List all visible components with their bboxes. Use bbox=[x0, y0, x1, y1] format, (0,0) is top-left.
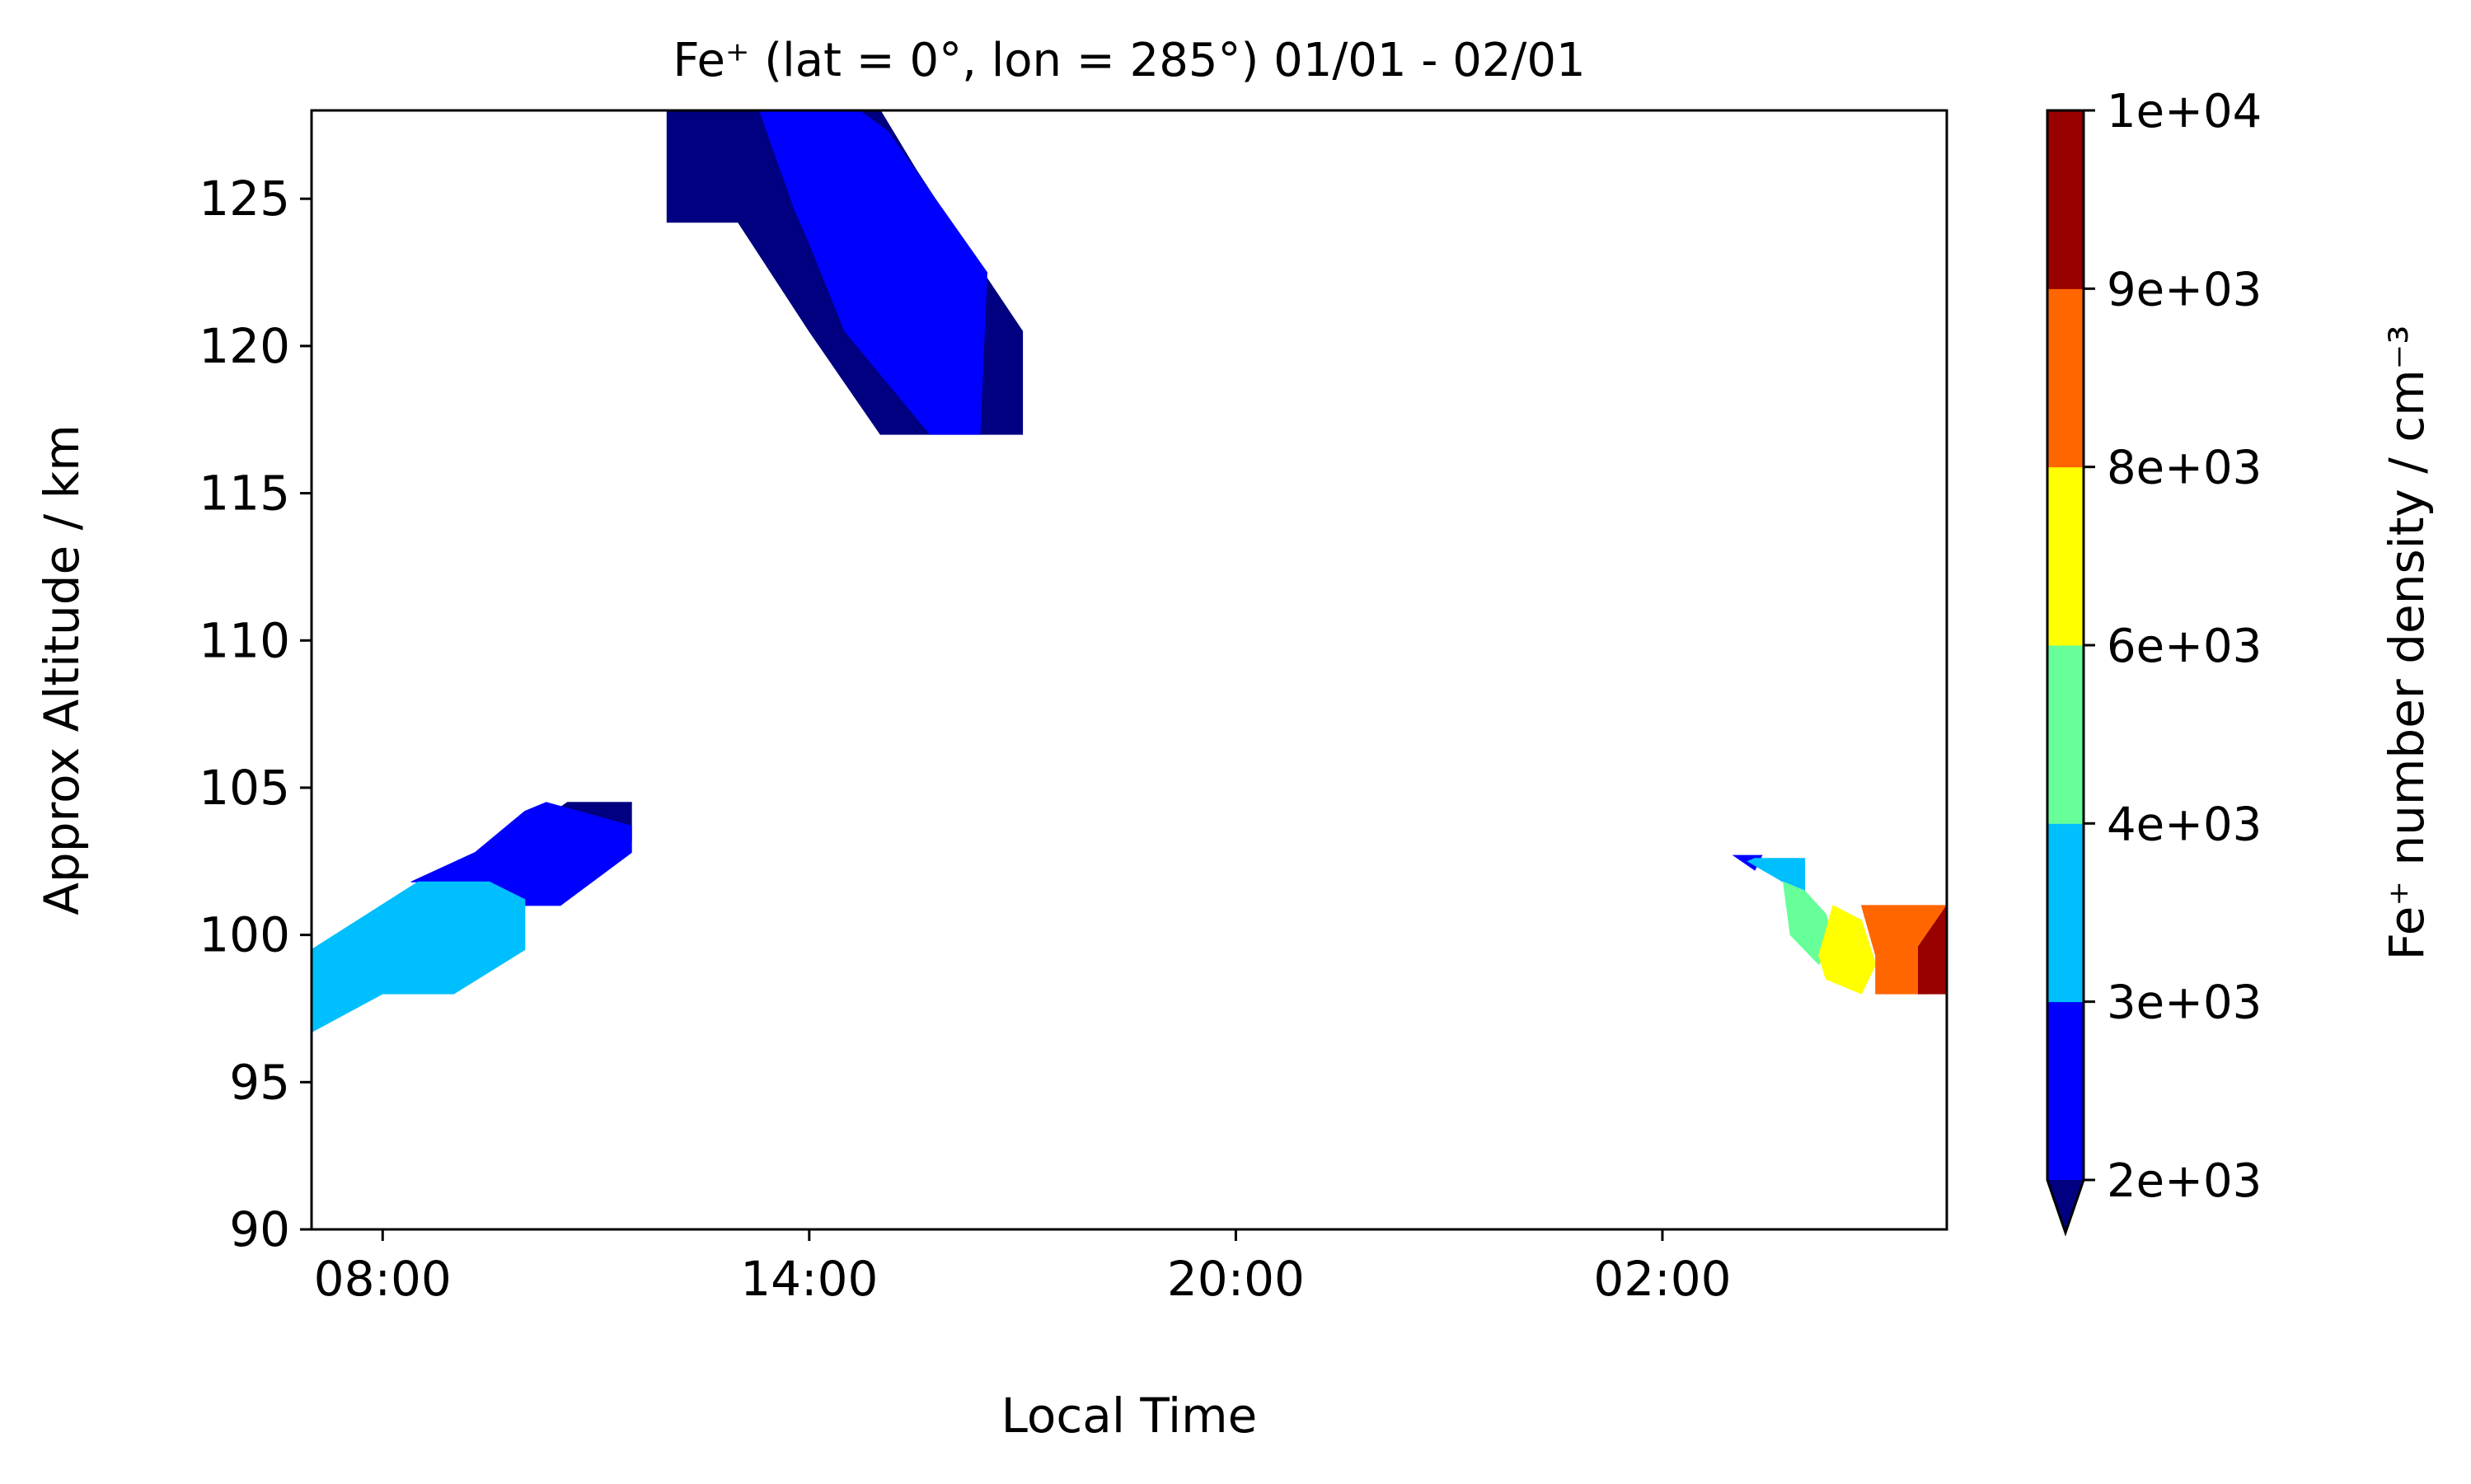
colorbar-outline bbox=[2046, 109, 2085, 1237]
colorbar: 2e+03 3e+03 4e+03 6e+03 8e+03 9e+03 1e+04 bbox=[2046, 85, 2262, 1237]
y-tick-label: 105 bbox=[199, 760, 290, 816]
colorbar-segment bbox=[2047, 288, 2084, 468]
contour-regions bbox=[311, 110, 1948, 1033]
plot-frame bbox=[310, 109, 1948, 1231]
x-tick-label: 02:00 bbox=[1593, 1251, 1731, 1307]
contour-region-4 bbox=[311, 881, 526, 1033]
colorbar-tick-label: 8e+03 bbox=[2107, 442, 2262, 495]
y-tick-label: 110 bbox=[199, 612, 290, 668]
colorbar-tick-label: 2e+03 bbox=[2107, 1154, 2262, 1208]
x-tick-label: 14:00 bbox=[740, 1251, 878, 1307]
y-tick-label: 90 bbox=[229, 1201, 290, 1257]
y-tick-label: 115 bbox=[199, 466, 290, 522]
colorbar-segment bbox=[2047, 1001, 2084, 1181]
x-axis: 08:00 14:00 20:00 02:00 bbox=[314, 1229, 1732, 1307]
colorbar-segment bbox=[2047, 466, 2084, 646]
chart-title: Fe⁺ (lat = 0°, lon = 285°) 01/01 - 02/01 bbox=[673, 34, 1585, 87]
y-axis: 90 95 100 105 110 115 120 125 bbox=[199, 171, 312, 1257]
colorbar-label: Fe⁺ number density / cm⁻³ bbox=[2379, 325, 2435, 960]
colorbar-tick-label: 9e+03 bbox=[2107, 263, 2262, 316]
colorbar-tick-label: 1e+04 bbox=[2107, 85, 2262, 138]
colorbar-tick-label: 6e+03 bbox=[2107, 620, 2262, 673]
x-axis-label: Local Time bbox=[1001, 1388, 1258, 1444]
x-tick-label: 08:00 bbox=[314, 1251, 452, 1307]
colorbar-tick-label: 4e+03 bbox=[2107, 798, 2262, 851]
colorbar-segment bbox=[2047, 645, 2084, 824]
y-tick-label: 120 bbox=[199, 318, 290, 374]
y-tick-label: 125 bbox=[199, 171, 290, 227]
contour-region-1 bbox=[738, 110, 988, 435]
colorbar-segment bbox=[2047, 110, 2084, 289]
x-tick-label: 20:00 bbox=[1167, 1251, 1305, 1307]
colorbar-tick-label: 3e+03 bbox=[2107, 976, 2262, 1030]
y-tick-label: 95 bbox=[229, 1054, 290, 1110]
y-tick-label: 100 bbox=[199, 907, 290, 963]
y-axis-label: Approx Altitude / km bbox=[34, 424, 90, 915]
colorbar-segment bbox=[2047, 823, 2084, 1003]
colorbar-under-arrow bbox=[2047, 1180, 2084, 1233]
contour-region-8 bbox=[1818, 905, 1877, 995]
